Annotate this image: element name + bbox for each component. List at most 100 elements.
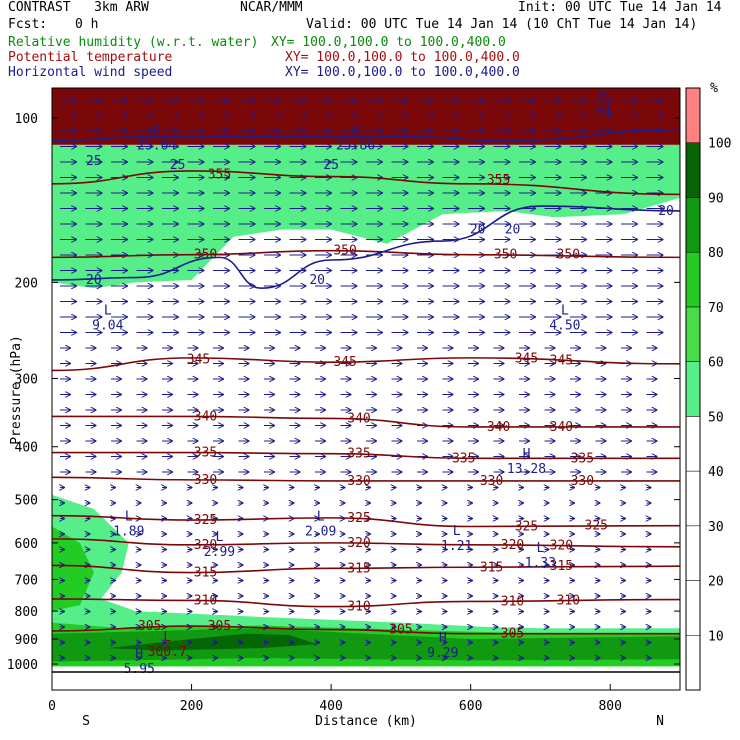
theta-label: 315 [347, 561, 370, 576]
colorbar-segment [685, 142, 701, 198]
theta-label: 325 [515, 520, 538, 535]
y-tick-label: 600 [15, 537, 38, 552]
model-title: CONTRAST 3km ARW [8, 0, 149, 15]
theta-label: 340 [487, 420, 510, 435]
theta-label: 345 [550, 353, 573, 368]
field-name-theta: Potential temperature [8, 50, 173, 65]
theta-label: 315 [550, 559, 573, 574]
y-tick-label: 200 [15, 276, 38, 291]
extremum-value: 300.7 [148, 645, 187, 660]
theta-label: 305 [389, 623, 412, 638]
colorbar-segment [685, 87, 701, 143]
theta-isentrope-310 [52, 598, 680, 608]
field-name-rh: Relative humidity (w.r.t. water) [8, 35, 259, 50]
y-tick-label: 400 [15, 441, 38, 456]
theta-isentrope-355 [52, 170, 680, 196]
colorbar-tick-label: 80 [708, 246, 724, 261]
theta-isentrope-315 [52, 564, 680, 574]
theta-label: 305 [208, 619, 231, 634]
theta-label: 350 [494, 248, 517, 263]
theta-label: 325 [194, 513, 217, 528]
theta-isentrope-335 [52, 451, 680, 460]
theta-isentrope-340 [52, 415, 680, 428]
wind-contour-label: 20 [505, 222, 521, 237]
x-axis-label: Distance (km) [315, 714, 417, 729]
y-axis-label: Pressure (hPa) [9, 335, 24, 445]
y-tick-label: 800 [15, 605, 38, 620]
colorbar-tick-label: 10 [708, 629, 724, 644]
theta-label: 345 [333, 355, 356, 370]
theta-isentrope-345 [52, 357, 680, 372]
y-tick-label: 900 [15, 633, 38, 648]
wind-vector-layer [60, 100, 663, 658]
org-label: NCAR/MMM [240, 0, 303, 15]
theta-label: 320 [501, 538, 524, 553]
extremum-type: H [153, 124, 161, 139]
extremum-value: 94 [595, 104, 611, 119]
theta-label: 345 [187, 353, 210, 368]
extremum-value: 9.04 [92, 319, 123, 334]
wind-contour-label: 25 [170, 158, 186, 173]
theta-label: 350 [333, 244, 356, 259]
colorbar-tick-label: 50 [708, 410, 724, 425]
x-tick-label: 0 [48, 699, 56, 714]
theta-label: 320 [550, 539, 573, 554]
colorbar-tick-label: 20 [708, 575, 724, 590]
valid-time: Valid: 00 UTC Tue 14 Jan 14 (10 ChT Tue … [306, 17, 698, 32]
theta-label: 345 [515, 352, 538, 367]
extremum-type: H [439, 631, 447, 646]
colorbar-tick-label: 100 [708, 137, 731, 152]
fcst-value: 0 h [75, 17, 99, 32]
colorbar-segment [685, 470, 701, 527]
theta-label: 310 [347, 600, 370, 615]
theta-label: 315 [480, 560, 503, 575]
wind-contour-label: 20 [470, 222, 486, 237]
colorbar-tick-label: 30 [708, 520, 724, 535]
extremum-type: H [523, 447, 531, 462]
theta-label: 320 [347, 536, 370, 551]
extremum-type: L [453, 524, 461, 539]
x-axis-left-end: S [82, 714, 90, 729]
theta-label: 310 [557, 593, 580, 608]
colorbar-segment [685, 525, 701, 581]
colorbar-tick-label: 90 [708, 191, 724, 206]
theta-isentrope-350 [52, 249, 680, 259]
extremum-value: 25.04 [137, 139, 176, 154]
extremum-value: 1.89 [113, 525, 144, 540]
extremum-value: 25.86 [336, 139, 375, 154]
theta-label: 355 [487, 173, 510, 188]
field-xy-wind: XY= 100.0,100.0 to 100.0,400.0 [285, 65, 520, 80]
extremum-value: 13.28 [507, 462, 546, 477]
wind-contour-label: 25 [323, 158, 339, 173]
extremum-value: 1.33 [525, 556, 556, 571]
field-xy-theta: XY= 100.0,100.0 to 100.0,400.0 [285, 50, 520, 65]
wind-contour-20 [52, 205, 680, 290]
theta-label: 305 [501, 627, 524, 642]
extremum-type: L [537, 541, 545, 556]
field-xy-rh: XY= 100.0,100.0 to 100.0,400.0 [271, 35, 506, 50]
x-axis-right-end: N [656, 714, 664, 729]
theta-label: 330 [480, 474, 503, 489]
colorbar-segment [685, 197, 701, 253]
colorbar-segment [685, 251, 701, 308]
theta-label: 325 [347, 511, 370, 526]
fcst-label: Fcst: [8, 17, 48, 32]
theta-label: 355 [208, 168, 231, 183]
extremum-type: L [125, 510, 133, 525]
extremum-type: L [317, 510, 325, 525]
wind-contour-label: 20 [658, 204, 674, 219]
y-tick-label: 500 [15, 494, 38, 509]
theta-isentrope-305 [52, 625, 680, 635]
extremum-value: 5.95 [124, 662, 155, 677]
extremum-value: 1.21 [441, 539, 472, 554]
rh-fill-layer [52, 88, 680, 667]
theta-label: 340 [347, 411, 370, 426]
colorbar-frame [685, 87, 701, 691]
wind-contour-25 [52, 128, 680, 142]
theta-isentrope-320 [52, 538, 680, 548]
extremum-type: L [216, 530, 224, 545]
colorbar-segment [685, 416, 701, 472]
